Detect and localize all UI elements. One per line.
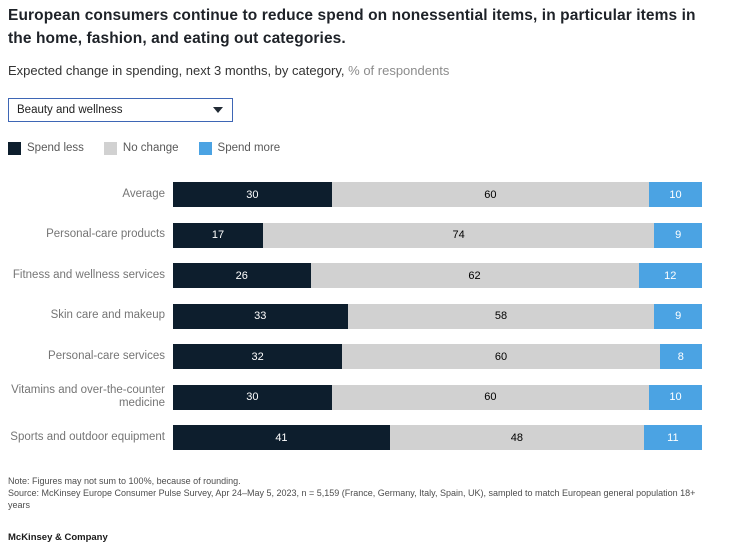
bar-segment-no-change: 74 [262,222,655,248]
bar-segment-no-change: 48 [389,425,644,450]
bar-segment-spend-less: 32 [173,344,343,369]
mckinsey-brand: McKinsey & Company [8,532,108,543]
bar-segment-spend-more: 12 [638,263,702,288]
footnotes: Note: Figures may not sum to 100%, becau… [8,475,708,511]
bar-segment-spend-more: 9 [654,222,702,248]
chevron-down-icon [213,107,223,113]
note-line: Note: Figures may not sum to 100%, becau… [8,476,241,486]
chart-row: Sports and outdoor equipment 41 48 11 [8,425,702,450]
legend-label: Spend more [217,142,281,154]
bar-segment-spend-less: 17 [173,222,263,248]
bar-segment-spend-more: 10 [649,384,702,410]
chart-subtitle-main: Expected change in spending, next 3 mont… [8,63,345,78]
stacked-bar: 32 60 8 [173,344,702,369]
bar-segment-spend-more: 10 [649,182,702,207]
bar-segment-no-change: 60 [342,344,660,369]
chart-row: Average 30 60 10 [8,182,702,207]
category-label: Vitamins and over-the-counter medicine [11,383,165,410]
category-label: Personal-care services [48,349,165,362]
legend-label: No change [122,142,179,154]
chart-row: Personal-care services 32 60 8 [8,344,702,369]
bar-segment-spend-more: 11 [643,425,702,450]
chart-row: Personal-care products 17 74 9 [8,222,702,248]
bar-segment-spend-less: 33 [173,303,348,329]
stacked-bar: 26 62 12 [173,263,702,288]
chart-subtitle-unit: % of respondents [344,63,450,78]
source-line: Source: McKinsey Europe Consumer Pulse S… [8,488,696,510]
legend-swatch [103,141,117,155]
legend-swatch [8,141,21,155]
chart-legend: Spend less No change Spend more [8,141,740,155]
stacked-bar: 41 48 11 [173,425,702,450]
bar-segment-no-change: 58 [347,303,655,329]
category-dropdown-value: Beauty and wellness [17,104,123,116]
stacked-bar: 33 58 9 [173,303,702,329]
chart-row: Fitness and wellness services 26 62 12 [8,263,702,288]
bar-segment-spend-less: 30 [173,384,332,410]
chart-row: Vitamins and over-the-counter medicine 30… [8,383,702,410]
stacked-bar: 30 60 10 [173,384,702,410]
chart-subtitle: Expected change in spending, next 3 mont… [8,63,740,79]
category-label: Personal-care products [46,228,165,241]
stacked-bar-chart: Average 30 60 10 Personal-care products 17 74 9… [8,182,702,450]
category-dropdown[interactable]: Beauty and wellness [8,98,233,122]
stacked-bar: 30 60 10 [173,182,702,207]
stacked-bar: 17 74 9 [173,222,702,248]
category-label: Average [122,187,165,200]
bar-segment-spend-less: 30 [173,182,332,207]
bar-segment-no-change: 60 [331,384,650,410]
category-label: Sports and outdoor equipment [10,430,165,443]
bar-segment-spend-more: 8 [659,344,702,369]
bar-segment-spend-less: 26 [173,263,311,288]
bar-segment-no-change: 60 [331,182,650,207]
legend-item-spend-less: Spend less [8,141,84,155]
bar-segment-spend-more: 9 [654,303,702,329]
legend-swatch [198,141,212,155]
chart-row: Skin care and makeup 33 58 9 [8,303,702,329]
category-label: Skin care and makeup [50,309,165,322]
legend-item-no-change: No change [103,141,179,155]
bar-segment-spend-less: 41 [173,425,390,450]
page-title: European consumers continue to reduce sp… [8,7,696,47]
bar-segment-no-change: 62 [310,263,639,288]
legend-label: Spend less [27,142,84,154]
category-label: Fitness and wellness services [12,268,165,281]
legend-item-spend-more: Spend more [198,141,281,155]
